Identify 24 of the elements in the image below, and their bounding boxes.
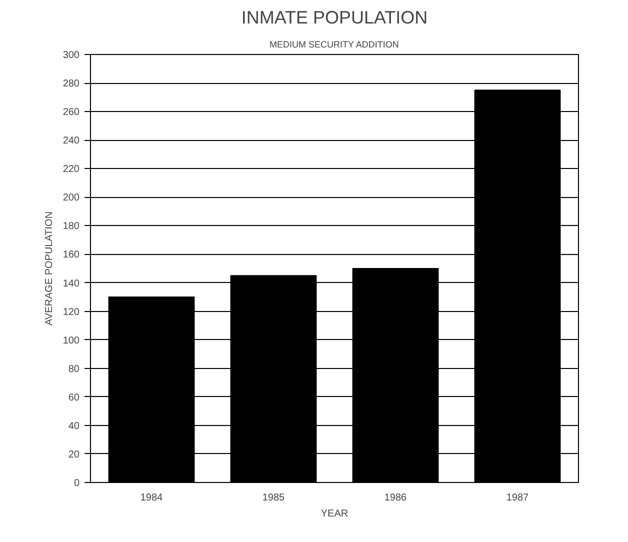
x-tick-label: 1984 — [140, 492, 164, 504]
y-tick-label: 300 — [62, 50, 80, 61]
x-tick-label: 1986 — [384, 492, 408, 504]
y-tick-label: 160 — [62, 250, 80, 261]
y-tick-label: 100 — [62, 335, 80, 346]
y-tick-label: 180 — [62, 221, 80, 232]
x-tick-label: 1987 — [506, 492, 530, 504]
y-axis-title: AVERAGE POPULATION — [44, 211, 55, 326]
y-tick-label: 120 — [62, 306, 80, 318]
y-tick-label: 240 — [62, 136, 80, 147]
y-tick-label: 280 — [62, 78, 80, 90]
y-tick-label: 260 — [62, 107, 80, 118]
chart-subtitle: MEDIUM SECURITY ADDITION — [270, 40, 399, 50]
y-tick-label: 220 — [62, 164, 80, 176]
x-axis-title: YEAR — [320, 508, 348, 520]
y-tick-label: 0 — [74, 478, 80, 489]
y-tick-label: 200 — [62, 192, 80, 204]
y-tick-label: 20 — [68, 449, 80, 460]
chart-title: INMATE POPULATION — [241, 8, 428, 28]
y-tick-label: 40 — [68, 420, 80, 432]
x-tick-label: 1985 — [262, 492, 286, 504]
y-tick-label: 60 — [68, 392, 80, 404]
y-tick-label: 80 — [68, 364, 80, 375]
y-tick-label: 140 — [62, 278, 80, 290]
